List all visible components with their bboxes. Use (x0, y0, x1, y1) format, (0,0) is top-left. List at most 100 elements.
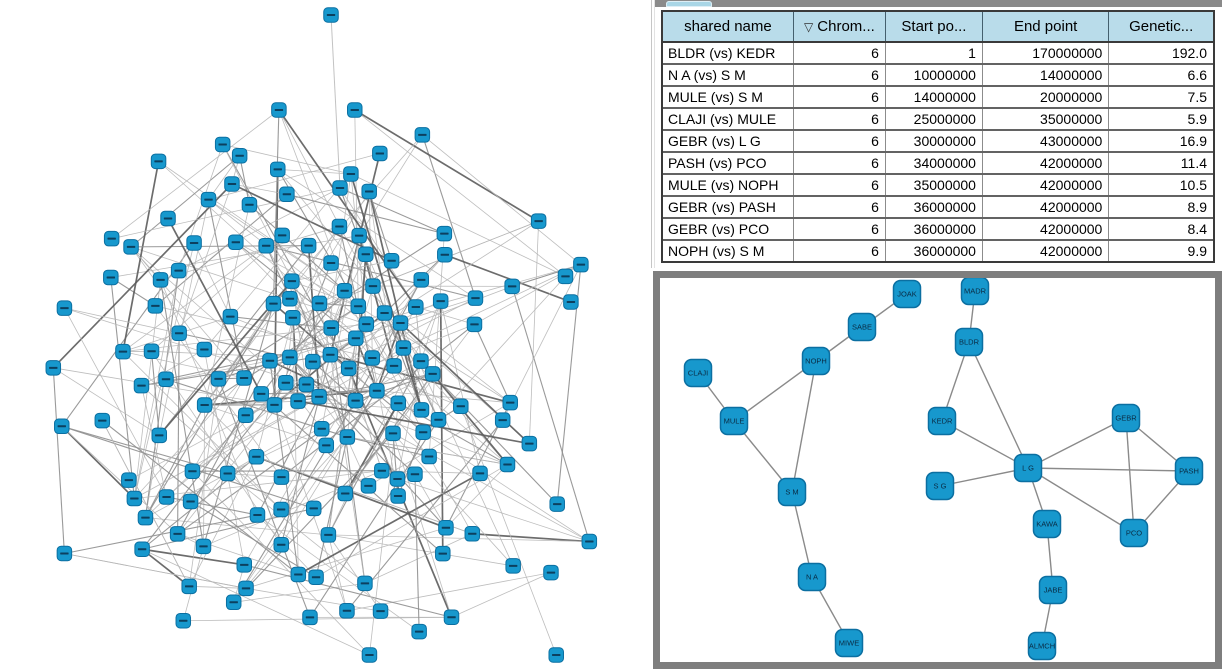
table-cell[interactable]: 192.0 (1108, 42, 1213, 65)
network-node[interactable] (273, 469, 290, 485)
network-node[interactable] (322, 346, 339, 363)
network-node[interactable] (336, 282, 353, 299)
large-network-canvas[interactable] (0, 0, 650, 669)
network-node-almch[interactable]: ALMCH (1027, 631, 1057, 661)
table-row[interactable]: N A (vs) S M 6 10000000 14000000 6.6 (663, 64, 1213, 87)
network-node[interactable] (273, 501, 289, 518)
table-cell[interactable]: 8.9 (1108, 196, 1213, 219)
table-cell[interactable]: 20000000 (982, 86, 1110, 109)
table-cell[interactable]: 43000000 (982, 130, 1110, 153)
table-cell[interactable]: NOPH (vs) S M (663, 240, 794, 261)
network-node[interactable] (115, 343, 131, 360)
network-node[interactable] (56, 545, 73, 562)
network-node[interactable] (238, 407, 254, 423)
network-node[interactable] (134, 541, 150, 558)
network-node[interactable] (273, 536, 290, 553)
network-node[interactable] (383, 253, 400, 269)
network-node[interactable] (298, 376, 315, 393)
table-row[interactable]: GEBR (vs) PCO 6 36000000 42000000 8.4 (663, 218, 1213, 241)
network-node[interactable] (200, 191, 217, 208)
table-cell[interactable]: 6 (793, 218, 886, 241)
network-node[interactable] (557, 268, 574, 285)
network-node[interactable] (265, 295, 282, 312)
network-node[interactable] (308, 569, 324, 585)
network-node[interactable] (123, 239, 139, 255)
network-node[interactable] (358, 246, 374, 262)
network-node[interactable] (258, 237, 274, 254)
table-cell[interactable]: CLAJI (vs) MULE (663, 108, 794, 131)
table-cell[interactable]: 6 (793, 240, 886, 261)
network-node[interactable] (313, 421, 330, 437)
network-node[interactable] (248, 449, 265, 465)
network-node-l-g[interactable]: L G (1013, 453, 1043, 483)
network-node[interactable] (360, 478, 377, 494)
table-cell[interactable]: 35000000 (982, 108, 1110, 131)
network-node[interactable] (182, 493, 199, 510)
network-node[interactable] (137, 509, 154, 526)
network-node[interactable] (392, 315, 409, 331)
table-cell[interactable]: 170000000 (982, 42, 1110, 65)
network-node[interactable] (347, 102, 363, 118)
network-node[interactable] (121, 472, 137, 488)
table-cell[interactable]: 7.5 (1108, 86, 1213, 109)
table-cell[interactable]: 5.9 (1108, 108, 1213, 131)
network-node[interactable] (472, 465, 488, 482)
network-node[interactable] (282, 290, 298, 307)
network-node-pash[interactable]: PASH (1174, 456, 1204, 486)
table-cell[interactable]: 16.9 (1108, 130, 1213, 153)
network-node[interactable] (331, 218, 348, 235)
network-node-sabe[interactable]: SABE (847, 312, 877, 342)
network-node[interactable] (424, 366, 441, 382)
network-node[interactable] (274, 227, 290, 244)
table-cell[interactable]: 9.9 (1108, 240, 1213, 261)
network-node-gebr[interactable]: GEBR (1111, 403, 1141, 433)
network-node[interactable] (413, 353, 429, 369)
network-node[interactable] (413, 272, 430, 288)
network-node[interactable] (453, 398, 469, 415)
filtered-network-canvas[interactable]: JOAK MADR SABE BLDR NOPH CLAJI MULE KEDR GEBR L G… (660, 278, 1215, 662)
table-cell[interactable]: 25000000 (885, 108, 983, 131)
network-node[interactable] (369, 382, 385, 399)
network-node[interactable] (249, 507, 266, 523)
network-node[interactable] (504, 278, 520, 295)
table-cell[interactable]: 6 (793, 130, 886, 153)
network-node[interactable] (181, 578, 197, 595)
network-node[interactable] (323, 7, 339, 23)
network-node[interactable] (323, 255, 339, 271)
network-node[interactable] (432, 293, 449, 309)
network-node[interactable] (279, 186, 295, 203)
network-node[interactable] (305, 500, 322, 517)
network-node[interactable] (222, 308, 239, 325)
column-header-start-point[interactable]: Start po... (885, 12, 983, 43)
table-row[interactable]: PASH (vs) PCO 6 34000000 42000000 11.4 (663, 152, 1213, 175)
network-node[interactable] (224, 176, 240, 192)
network-node[interactable] (502, 394, 518, 411)
network-node[interactable] (389, 471, 406, 487)
network-node[interactable] (94, 412, 111, 429)
network-node[interactable] (311, 295, 328, 312)
table-cell[interactable]: GEBR (vs) PCO (663, 218, 794, 241)
network-node[interactable] (160, 210, 176, 227)
network-node[interactable] (521, 435, 538, 452)
table-cell[interactable]: 6 (793, 86, 886, 109)
network-node[interactable] (151, 427, 168, 444)
network-node[interactable] (236, 557, 253, 573)
network-node[interactable] (305, 353, 321, 370)
table-cell[interactable]: 42000000 (982, 196, 1110, 219)
table-cell[interactable]: 6 (793, 152, 886, 175)
network-node[interactable] (196, 397, 213, 413)
network-node[interactable] (361, 647, 378, 663)
network-node[interactable] (184, 463, 201, 479)
network-node[interactable] (231, 147, 248, 164)
network-node[interactable] (323, 320, 339, 336)
table-cell[interactable]: 30000000 (885, 130, 983, 153)
network-node[interactable] (438, 519, 454, 536)
network-node[interactable] (337, 485, 353, 502)
network-node[interactable] (278, 374, 294, 391)
table-cell[interactable]: 36000000 (885, 218, 983, 241)
network-node[interactable] (282, 349, 298, 366)
network-node[interactable] (365, 278, 381, 294)
table-row[interactable]: MULE (vs) S M 6 14000000 20000000 7.5 (663, 86, 1213, 109)
column-header-shared-name[interactable]: shared name (663, 12, 794, 43)
network-node[interactable] (126, 490, 143, 507)
